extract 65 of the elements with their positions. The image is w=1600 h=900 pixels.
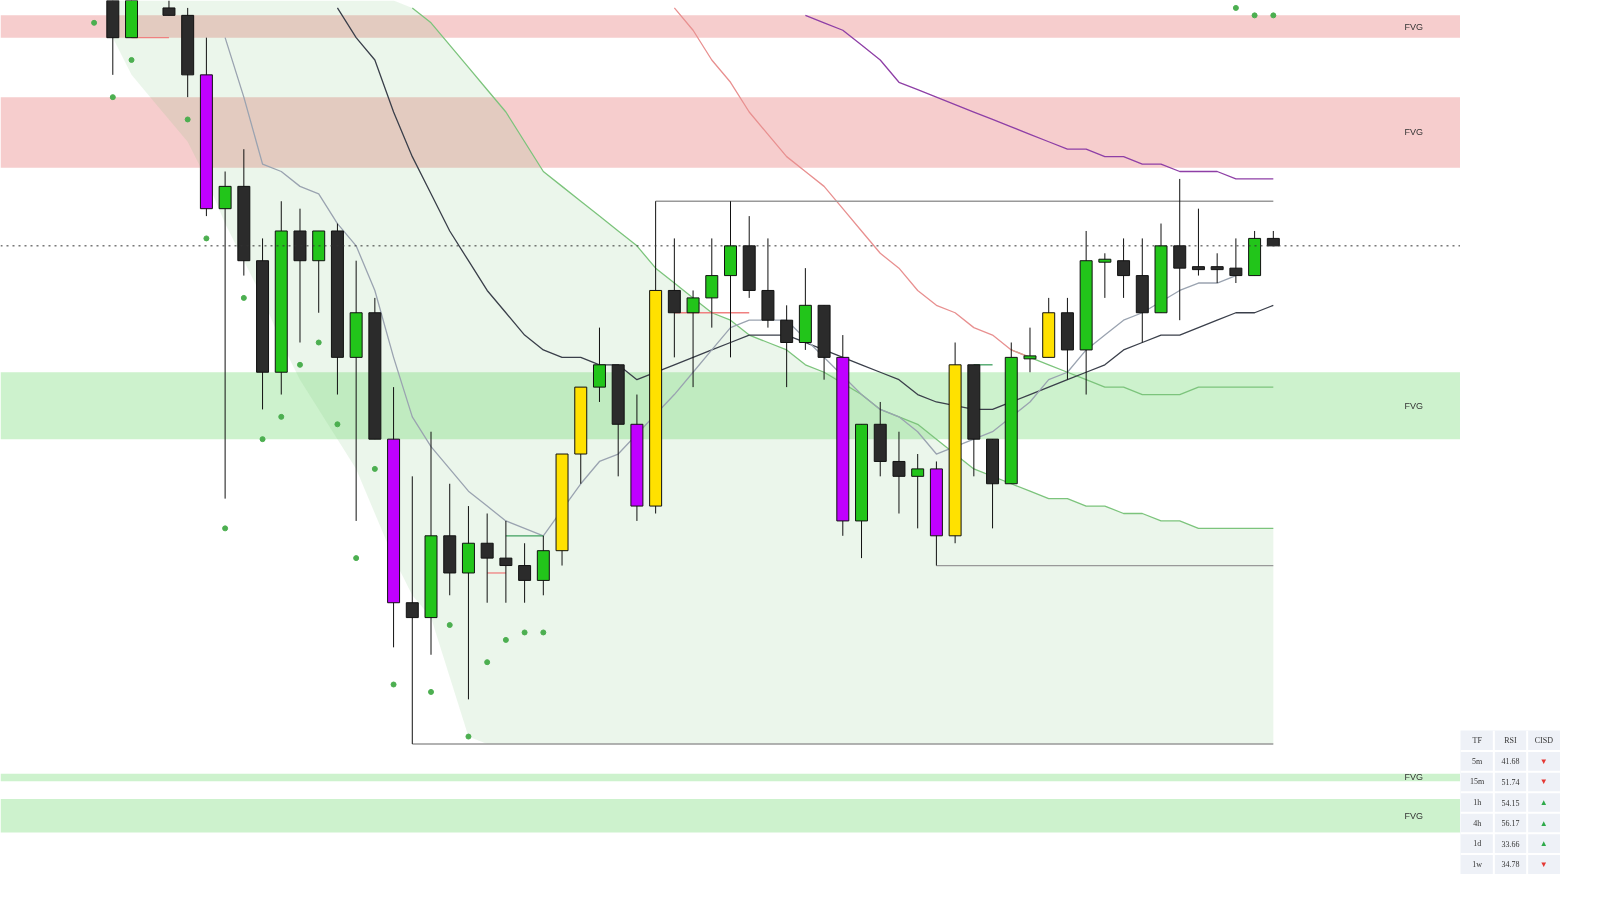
point [428,688,435,695]
candlestick [780,304,794,388]
text: 34.78 [1501,860,1520,870]
point [315,339,322,346]
point [296,361,303,368]
band-label: FVG [1404,21,1423,32]
point [109,94,116,101]
candlestick [499,520,513,604]
text: 54.15 [1501,798,1520,808]
candlestick [1098,252,1112,299]
point [278,413,285,420]
category-label: TF [1472,736,1483,746]
text: 41.68 [1501,757,1520,767]
point [1232,4,1239,11]
point [502,636,509,643]
candlestick [480,513,494,604]
band-label: FVG [1404,127,1423,138]
candlestick [892,431,906,514]
text: ▲ [1539,818,1548,828]
text: ▼ [1539,756,1548,766]
text: 15m [1470,777,1485,787]
point [128,56,135,63]
candlestick [686,289,700,388]
text: 4h [1473,818,1482,828]
point [91,19,98,26]
candlestick [705,237,719,329]
text: 5m [1472,756,1483,766]
point [222,525,229,532]
point [390,681,397,688]
text: 51.74 [1501,777,1520,787]
candlestick [1210,252,1224,284]
text: 33.66 [1501,839,1520,849]
point [334,421,341,428]
text: 1d [1473,839,1482,849]
point [521,629,528,636]
point [240,294,247,301]
point [184,116,191,123]
point [1251,12,1258,19]
text: ▼ [1539,777,1548,787]
point [353,555,360,562]
point [1270,12,1277,19]
band-label: FVG [1404,400,1423,411]
point [540,629,547,636]
category-label: RSI [1504,736,1518,746]
text: 56.17 [1501,819,1520,829]
category-label: CISD [1534,736,1554,746]
text: ▲ [1539,839,1548,849]
candlestick [518,542,532,604]
candlestick [592,327,606,403]
text: 1h [1473,798,1482,807]
text: 1w [1472,859,1483,869]
point [465,733,472,740]
band-label: FVG [1404,810,1423,821]
band-label: FVG [1404,772,1423,783]
text: ▼ [1539,859,1548,869]
point [446,622,453,629]
candlestick [1023,327,1037,373]
point [203,235,210,242]
candlestick [218,171,232,500]
point [259,436,266,443]
text: ▲ [1539,798,1548,807]
point [371,465,378,472]
candlestick [405,475,419,745]
point [484,659,491,666]
candlestick [911,453,925,529]
